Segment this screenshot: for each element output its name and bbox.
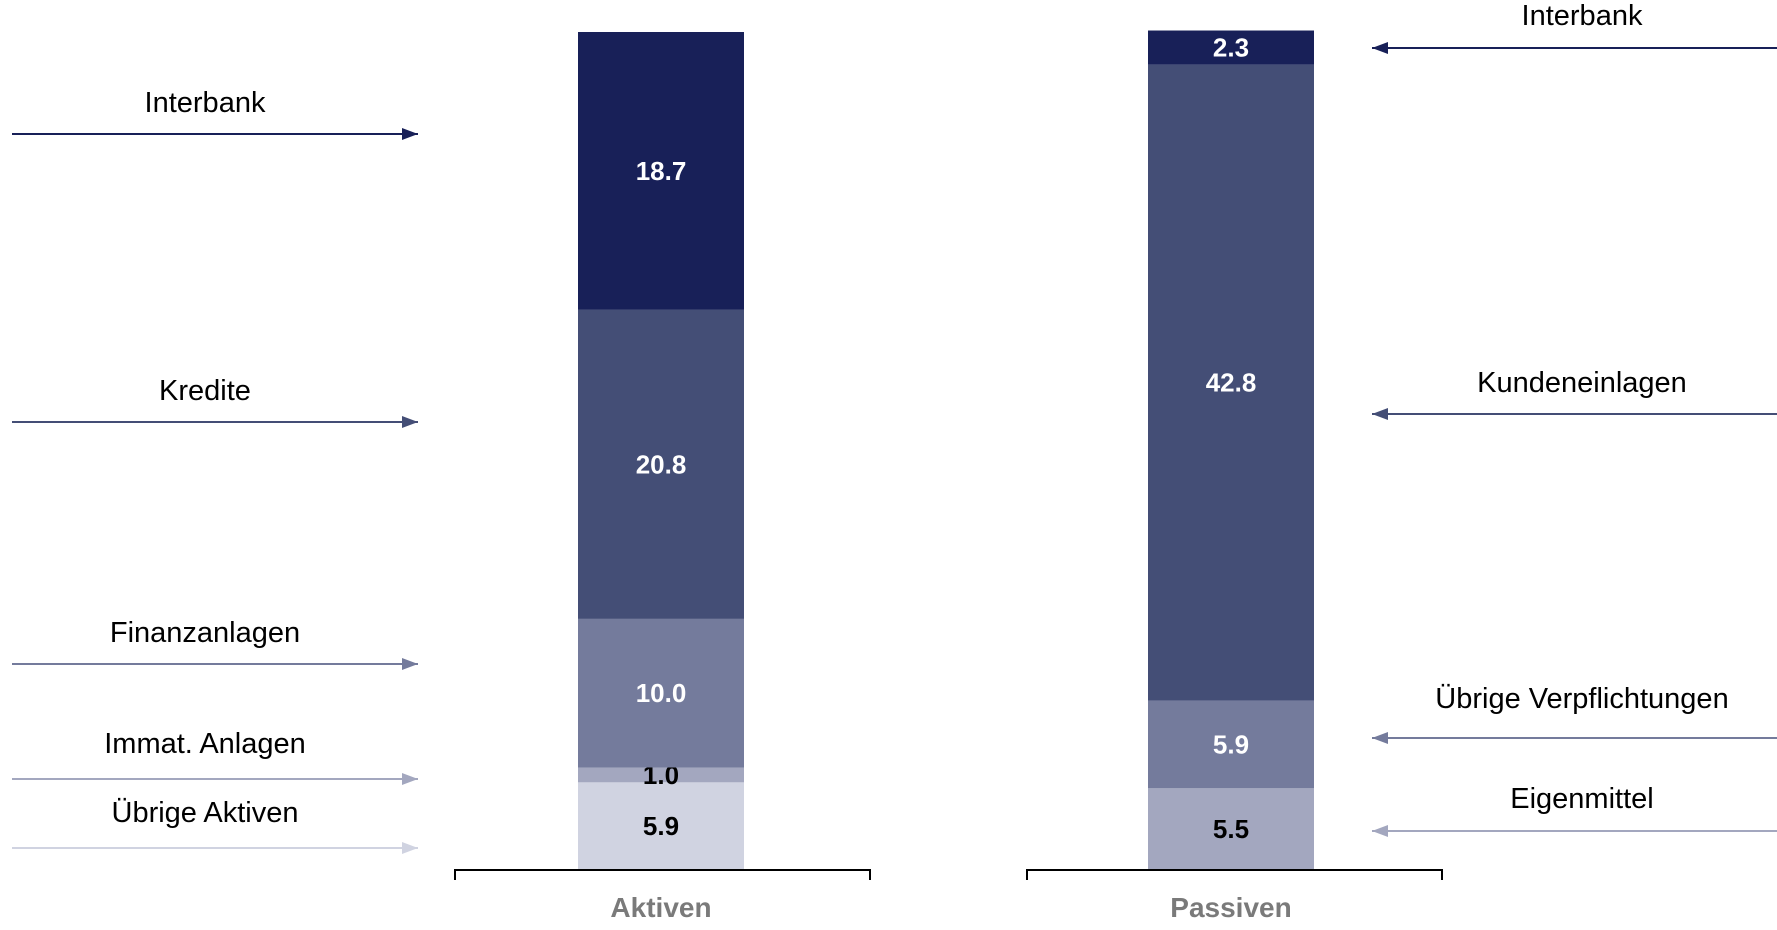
bar-segment-aktiven-interbank — [578, 32, 744, 310]
bar-segment-passiven-interbank — [1148, 30, 1314, 65]
category-label-aktiven-interbank: Interbank — [145, 87, 266, 119]
arrow-head-aktiven-interbank — [402, 128, 418, 140]
category-label-aktiven-übrige-aktiven: Übrige Aktiven — [112, 797, 299, 829]
arrow-head-passiven-eigenmittel — [1372, 825, 1388, 837]
data-label-passiven-eigenmittel: 5.5 — [1213, 814, 1249, 844]
bar-segment-aktiven-immat-anlagen — [578, 767, 744, 783]
bar-segment-passiven-kundeneinlagen — [1148, 64, 1314, 701]
category-label-passiven-eigenmittel: Eigenmittel — [1510, 783, 1653, 815]
bar-segment-passiven-eigenmittel — [1148, 788, 1314, 870]
arrow-head-passiven-kundeneinlagen — [1372, 408, 1388, 420]
axis-bracket-passiven — [1026, 869, 1443, 880]
arrow-head-passiven-interbank — [1372, 42, 1388, 54]
data-label-aktiven-übrige-aktiven: 5.9 — [643, 811, 679, 841]
arrow-head-aktiven-kredite — [402, 416, 418, 428]
x-tick-label-passiven: Passiven — [1170, 892, 1291, 923]
data-label-passiven-interbank: 2.3 — [1213, 33, 1249, 63]
data-label-aktiven-interbank: 18.7 — [636, 156, 687, 186]
category-label-passiven-interbank: Interbank — [1522, 0, 1643, 32]
data-label-aktiven-kredite: 20.8 — [636, 449, 687, 479]
category-label-aktiven-immat-anlagen: Immat. Anlagen — [104, 728, 306, 760]
data-label-passiven-kundeneinlagen: 42.8 — [1206, 368, 1257, 398]
category-label-passiven-kundeneinlagen: Kundeneinlagen — [1477, 367, 1687, 399]
bar-segment-aktiven-finanzanlagen — [578, 618, 744, 768]
arrow-head-aktiven-finanzanlagen — [402, 658, 418, 670]
category-label-passiven-übrige-verpflichtungen: Übrige Verpflichtungen — [1435, 683, 1728, 715]
bar-segment-aktiven-kredite — [578, 309, 744, 619]
category-label-aktiven-finanzanlagen: Finanzanlagen — [110, 617, 300, 649]
data-label-aktiven-finanzanlagen: 10.0 — [636, 678, 687, 708]
arrow-head-aktiven-übrige-aktiven — [402, 842, 418, 854]
bar-segment-passiven-übrige-verpflichtungen — [1148, 700, 1314, 789]
arrow-head-aktiven-immat-anlagen — [402, 773, 418, 785]
category-label-aktiven-kredite: Kredite — [159, 375, 251, 407]
x-tick-label-aktiven: Aktiven — [610, 892, 711, 923]
data-label-passiven-übrige-verpflichtungen: 5.9 — [1213, 729, 1249, 759]
axis-bracket-aktiven — [454, 869, 871, 880]
bar-segment-aktiven-übrige-aktiven — [578, 782, 744, 870]
arrow-head-passiven-übrige-verpflichtungen — [1372, 732, 1388, 744]
